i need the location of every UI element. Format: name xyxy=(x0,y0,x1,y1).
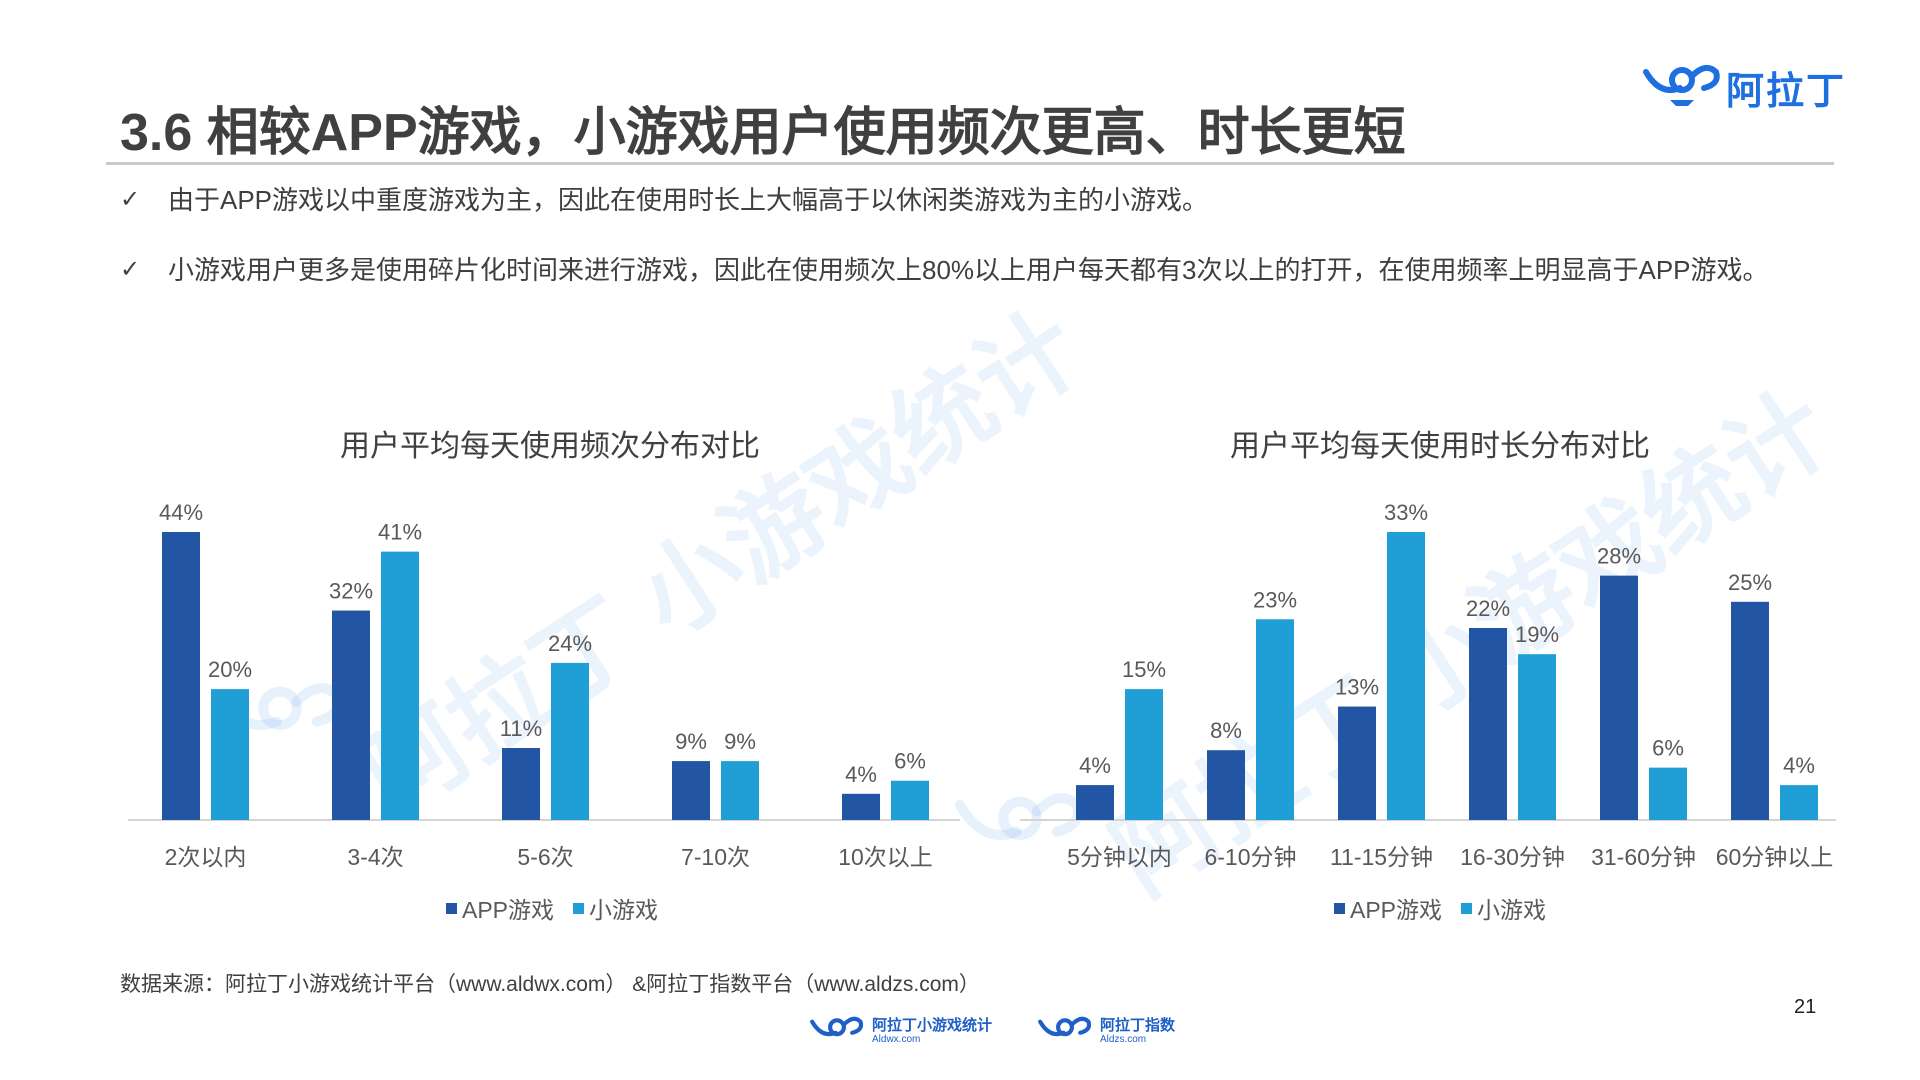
footer-logo-domain: Aldzs.com xyxy=(1100,1034,1147,1045)
data-label: 11% xyxy=(500,716,542,741)
bar xyxy=(1256,619,1294,820)
bar xyxy=(1207,750,1245,820)
data-label: 9% xyxy=(675,729,707,754)
data-label: 32% xyxy=(329,579,373,604)
category-label: 31-60分钟 xyxy=(1591,844,1696,870)
legend-swatch xyxy=(1334,903,1345,914)
bar xyxy=(1649,767,1687,820)
data-label: 20% xyxy=(208,657,252,682)
bar xyxy=(721,761,759,820)
data-label: 41% xyxy=(378,520,422,545)
footer-logo-icon xyxy=(1038,1016,1092,1037)
bar xyxy=(551,662,589,820)
footer-logo-aldzs: 阿拉丁指数 Aldzs.com xyxy=(1036,1012,1175,1048)
legend-label: APP游戏 xyxy=(462,897,554,923)
bar xyxy=(1125,689,1163,820)
bar xyxy=(891,780,929,820)
brand-logo-icon xyxy=(1643,64,1720,106)
bar xyxy=(1780,785,1818,820)
brand-logo: 阿拉丁 xyxy=(1640,58,1860,113)
footer-logo-name: 阿拉丁小游戏统计 xyxy=(872,1017,993,1034)
data-label: 25% xyxy=(1728,570,1772,595)
legend-swatch xyxy=(1461,903,1472,914)
data-label: 6% xyxy=(1652,736,1684,761)
bar xyxy=(842,793,880,820)
data-label: 15% xyxy=(1122,657,1166,682)
bar xyxy=(211,689,249,820)
data-label: 22% xyxy=(1466,596,1510,621)
bullet-2: ✓ 小游戏用户更多是使用碎片化时间来进行游戏，因此在使用频次上80%以上用户每天… xyxy=(120,244,1820,354)
data-label: 13% xyxy=(1335,675,1379,700)
charts-svg: 用户平均每天使用频次分布对比 44% 20% 2次以内 32% 41% 3-4次 11% 24%… xyxy=(128,430,1836,923)
bar xyxy=(1600,575,1638,820)
category-label: 5分钟以内 xyxy=(1067,844,1172,870)
category-label: 3-4次 xyxy=(347,844,403,870)
bar xyxy=(1731,601,1769,820)
data-label: 28% xyxy=(1597,544,1641,569)
legend-label: 小游戏 xyxy=(1477,897,1546,923)
bar xyxy=(162,532,200,820)
legend-label: 小游戏 xyxy=(589,897,658,923)
data-label: 33% xyxy=(1384,500,1428,525)
page-title: 3.6 相较APP游戏，小游戏用户使用频次更高、时长更短 xyxy=(120,104,1406,162)
bar xyxy=(1338,706,1376,820)
bullet-1: ✓ 由于APP游戏以中重度游戏为主，因此在使用时长上大幅高于以休闲类游戏为主的小… xyxy=(120,174,1820,226)
data-label: 8% xyxy=(1210,718,1242,743)
bar xyxy=(1518,654,1556,820)
footer-logo-aldwx: 阿拉丁小游戏统计 Aldwx.com xyxy=(808,1012,992,1048)
bullet-text: 小游戏用户更多是使用碎片化时间来进行游戏，因此在使用频次上80%以上用户每天都有… xyxy=(168,255,1769,285)
brand-name: 阿拉丁 xyxy=(1726,71,1847,113)
data-label: 4% xyxy=(845,762,877,787)
category-label: 6-10分钟 xyxy=(1204,844,1296,870)
data-label: 19% xyxy=(1515,622,1559,647)
data-source: 数据来源：阿拉丁小游戏统计平台（www.aldwx.com） &阿拉丁指数平台（… xyxy=(120,973,980,996)
data-label: 4% xyxy=(1079,753,1111,778)
legend-label: APP游戏 xyxy=(1350,897,1442,923)
bar xyxy=(1469,628,1507,820)
data-label: 44% xyxy=(159,500,203,525)
footer-logo-icon xyxy=(810,1016,864,1037)
data-label: 6% xyxy=(894,749,926,774)
category-label: 10次以上 xyxy=(838,844,933,870)
category-label: 7-10次 xyxy=(681,844,750,870)
chart-title: 用户平均每天使用时长分布对比 xyxy=(1230,430,1650,463)
bar xyxy=(381,551,419,820)
footer-logo-name: 阿拉丁指数 xyxy=(1100,1017,1176,1034)
data-label: 4% xyxy=(1783,753,1815,778)
category-label: 2次以内 xyxy=(165,844,247,870)
category-label: 16-30分钟 xyxy=(1460,844,1565,870)
bar xyxy=(1076,785,1114,820)
data-label: 9% xyxy=(724,729,756,754)
check-icon: ✓ xyxy=(120,256,141,283)
bar xyxy=(1387,532,1425,820)
chart-title: 用户平均每天使用频次分布对比 xyxy=(340,430,760,463)
bar xyxy=(502,748,540,820)
title-divider xyxy=(106,162,1834,165)
bullet-text: 由于APP游戏以中重度游戏为主，因此在使用时长上大幅高于以休闲类游戏为主的小游戏… xyxy=(168,185,1209,215)
data-label: 23% xyxy=(1253,587,1297,612)
data-label: 24% xyxy=(548,631,592,656)
footer-logo-domain: Aldwx.com xyxy=(872,1034,921,1045)
category-label: 11-15分钟 xyxy=(1330,844,1433,870)
bar xyxy=(332,610,370,820)
category-label: 60分钟以上 xyxy=(1716,844,1834,870)
legend-swatch xyxy=(446,903,457,914)
legend-swatch xyxy=(573,903,584,914)
bar xyxy=(672,761,710,820)
page-number: 21 xyxy=(1794,996,1817,1018)
category-label: 5-6次 xyxy=(517,844,573,870)
check-icon: ✓ xyxy=(120,186,141,213)
